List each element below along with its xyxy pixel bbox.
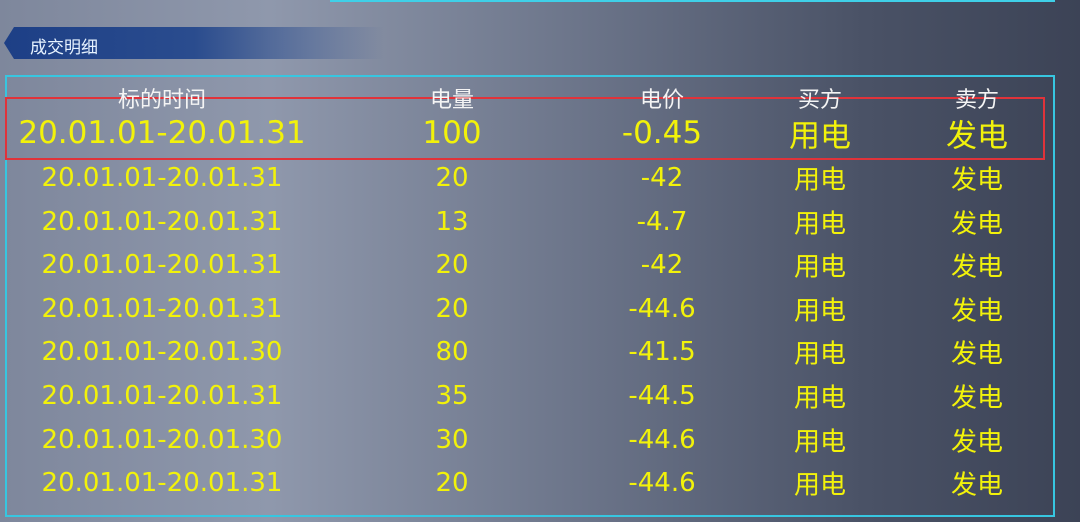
table-cell: 20 xyxy=(435,293,469,324)
table-cell: -44.6 xyxy=(628,468,696,499)
highlight-cell: -0.45 xyxy=(621,115,703,151)
column-header: 电价 xyxy=(639,88,685,113)
table-frame xyxy=(5,75,1055,517)
highlight-cell: 用电 xyxy=(789,118,851,155)
section-tab xyxy=(4,27,384,59)
table-cell: -44.5 xyxy=(628,381,696,411)
table-cell: 用电 xyxy=(793,427,847,458)
table-cell: 发电 xyxy=(950,296,1004,327)
table-cell: -41.5 xyxy=(628,337,696,368)
table-cell: 发电 xyxy=(950,383,1004,414)
table-cell: 发电 xyxy=(950,427,1004,458)
table-cell: 35 xyxy=(435,381,469,411)
table-cell: 20 xyxy=(435,468,469,499)
table-cell: 20.01.01-20.01.31 xyxy=(41,381,283,411)
table-cell: 发电 xyxy=(950,209,1004,240)
table-cell: 发电 xyxy=(950,165,1004,196)
table-cell: 20.01.01-20.01.31 xyxy=(41,250,283,281)
table-cell: -42 xyxy=(640,163,684,193)
highlight-cell: 20.01.01-20.01.31 xyxy=(18,115,306,151)
table-cell: 20 xyxy=(435,163,469,193)
table-cell: 用电 xyxy=(793,470,847,501)
table-cell: 用电 xyxy=(793,296,847,327)
table-cell: 用电 xyxy=(793,209,847,240)
table-cell: 用电 xyxy=(793,339,847,370)
table-cell: 80 xyxy=(435,337,469,368)
table-cell: 用电 xyxy=(793,252,847,283)
table-cell: 30 xyxy=(435,424,469,455)
column-header: 卖方 xyxy=(954,88,1000,113)
table-cell: 20.01.01-20.01.31 xyxy=(41,293,283,324)
table-cell: 20.01.01-20.01.31 xyxy=(41,206,283,237)
table-cell: 20 xyxy=(435,250,469,281)
table-cell: 20.01.01-20.01.31 xyxy=(41,163,283,193)
top-border xyxy=(330,0,1055,2)
table-cell: -44.6 xyxy=(628,293,696,324)
table-cell: 发电 xyxy=(950,470,1004,501)
table-cell: 用电 xyxy=(793,165,847,196)
section-title: 成交明细 xyxy=(30,38,98,58)
column-header: 标的时间 xyxy=(117,88,207,113)
table-cell: 用电 xyxy=(793,383,847,414)
highlight-cell: 发电 xyxy=(946,118,1008,155)
table-cell: 13 xyxy=(435,206,469,237)
table-cell: -44.6 xyxy=(628,424,696,455)
table-cell: 20.01.01-20.01.30 xyxy=(41,337,283,368)
highlight-cell: 100 xyxy=(422,115,482,151)
highlight-box xyxy=(5,97,1045,160)
table-cell: -42 xyxy=(640,250,684,281)
table-cell: 发电 xyxy=(950,252,1004,283)
table-cell: 发电 xyxy=(950,339,1004,370)
column-header: 买方 xyxy=(797,88,843,113)
table-cell: 20.01.01-20.01.30 xyxy=(41,424,283,455)
table-cell: 20.01.01-20.01.31 xyxy=(41,468,283,499)
column-header: 电量 xyxy=(429,88,475,113)
table-cell: -4.7 xyxy=(636,206,688,237)
